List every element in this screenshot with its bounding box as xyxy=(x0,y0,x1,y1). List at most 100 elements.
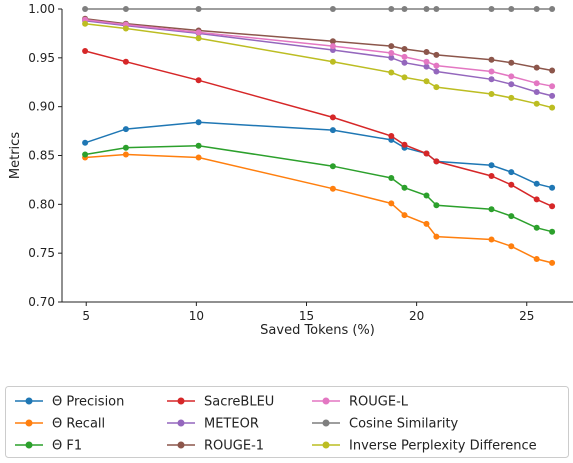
y-tick-label: 0.90 xyxy=(28,100,55,114)
legend-label: METEOR xyxy=(204,417,259,432)
data-point xyxy=(508,6,515,12)
data-point xyxy=(549,6,556,12)
x-tick-label: 15 xyxy=(299,309,314,323)
legend-swatch-marker xyxy=(177,397,185,405)
plot-area xyxy=(82,6,556,266)
data-point xyxy=(388,50,395,56)
data-point xyxy=(488,162,495,169)
data-point xyxy=(533,100,540,107)
x-tick-label: 10 xyxy=(189,309,204,323)
data-point xyxy=(508,73,515,80)
data-point xyxy=(388,175,395,181)
legend-label: SacreBLEU xyxy=(204,395,274,410)
data-point xyxy=(388,200,395,207)
data-point xyxy=(329,38,336,45)
legend-swatch-marker xyxy=(25,441,33,449)
series-line xyxy=(85,18,553,87)
legend-swatch-marker xyxy=(25,397,33,405)
data-point xyxy=(508,213,515,220)
data-point xyxy=(329,43,336,50)
data-point xyxy=(423,63,430,70)
data-point xyxy=(533,256,540,262)
data-point xyxy=(533,6,540,12)
series-3 xyxy=(82,48,556,210)
legend-label: Θ F1 xyxy=(52,439,82,454)
data-point xyxy=(533,224,540,231)
x-tick-label: 20 xyxy=(409,309,424,323)
data-point xyxy=(401,74,408,81)
data-point xyxy=(508,94,515,101)
data-point xyxy=(533,180,540,187)
data-point xyxy=(423,150,430,157)
data-point xyxy=(533,89,540,95)
data-point xyxy=(433,233,440,240)
series-8 xyxy=(82,20,556,111)
y-tick-label: 0.75 xyxy=(28,246,55,260)
series-line xyxy=(85,153,553,264)
data-point xyxy=(488,56,495,63)
series-6 xyxy=(82,16,556,90)
data-point xyxy=(549,259,556,266)
data-point xyxy=(329,127,336,134)
axes: 5 10 15 20 25 0.70 0.75 0.80 0.85 0.90 0.95 1.00 xyxy=(28,2,573,323)
legend: Θ Precision Θ Recall Θ F1 SacreBLEU METEOR RO… xyxy=(5,386,569,458)
data-point xyxy=(533,64,540,71)
data-point xyxy=(82,139,89,146)
data-point xyxy=(195,35,202,42)
data-point xyxy=(122,126,129,133)
series-2 xyxy=(82,142,556,235)
data-point xyxy=(401,46,408,52)
legend-entry: Inverse Perplexity Difference xyxy=(312,439,537,454)
data-point xyxy=(329,114,336,121)
data-point xyxy=(549,83,556,90)
legend-label: Θ Recall xyxy=(52,417,105,432)
legend-entry: ROUGE-L xyxy=(312,395,409,410)
data-point xyxy=(195,6,202,12)
data-point xyxy=(423,78,430,85)
data-point xyxy=(549,228,556,235)
data-point xyxy=(433,158,440,165)
data-point xyxy=(329,6,336,12)
data-point xyxy=(82,20,89,27)
data-point xyxy=(433,202,440,209)
series-line xyxy=(85,18,553,72)
data-point xyxy=(433,62,440,69)
data-point xyxy=(82,6,89,12)
data-point xyxy=(488,173,495,179)
y-tick-label: 0.95 xyxy=(28,51,55,65)
data-point xyxy=(549,92,556,99)
y-tick-label: 0.70 xyxy=(28,295,55,309)
legend-entry: Θ Precision xyxy=(15,395,124,410)
legend-label: ROUGE-L xyxy=(349,395,409,410)
series-line xyxy=(84,50,553,207)
data-point xyxy=(488,68,495,75)
data-point xyxy=(195,29,202,36)
legend-swatch-marker xyxy=(177,441,185,449)
series-line xyxy=(85,22,553,109)
legend-entry: METEOR xyxy=(167,417,259,432)
legend-entry: Θ Recall xyxy=(15,417,105,432)
data-point xyxy=(423,220,430,227)
legend-label: Cosine Similarity xyxy=(349,417,459,432)
data-point xyxy=(122,25,129,32)
data-point xyxy=(388,6,395,12)
data-point xyxy=(401,59,408,66)
data-point xyxy=(82,48,89,54)
legend-swatch-marker xyxy=(177,419,185,427)
data-point xyxy=(549,203,556,210)
data-point xyxy=(329,185,336,192)
y-tick-label: 1.00 xyxy=(28,2,55,16)
legend-frame xyxy=(5,386,569,458)
legend-swatch-marker xyxy=(322,441,330,449)
data-point xyxy=(388,43,395,50)
data-point xyxy=(488,91,495,97)
data-point xyxy=(533,196,540,203)
series-line xyxy=(85,19,553,97)
data-point xyxy=(549,184,556,191)
series-line xyxy=(84,121,553,189)
data-point xyxy=(488,236,495,243)
data-point xyxy=(433,84,440,91)
x-tick-label: 5 xyxy=(82,309,90,323)
